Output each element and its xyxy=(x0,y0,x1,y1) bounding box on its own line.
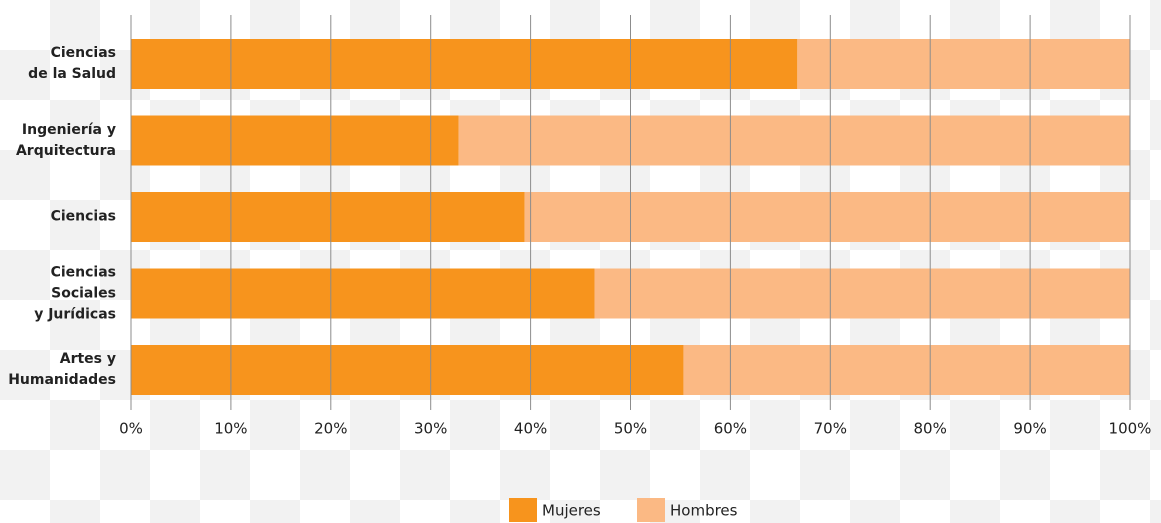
legend-swatch xyxy=(509,498,537,522)
bar xyxy=(131,115,459,166)
legend-label: Hombres xyxy=(670,502,738,520)
x-tick-label: 10% xyxy=(214,420,247,438)
y-tick-label: Ciencias Sociales y Jurídicas xyxy=(34,264,116,322)
y-tick-label: Artes y Humanidades xyxy=(8,351,116,388)
bar xyxy=(131,268,595,319)
bar xyxy=(131,192,525,242)
legend-swatch xyxy=(637,498,665,522)
y-tick-label: Ciencias de la Salud xyxy=(28,45,116,82)
x-tick-label: 60% xyxy=(714,420,747,438)
bar xyxy=(524,192,1130,242)
bar xyxy=(131,345,684,395)
x-tick-label: 80% xyxy=(914,420,947,438)
x-tick-label: 30% xyxy=(414,420,447,438)
x-tick-label: 50% xyxy=(614,420,647,438)
y-tick-label: Ingeniería y Arquitectura xyxy=(15,121,116,159)
bar xyxy=(797,39,1130,89)
bar xyxy=(458,115,1130,166)
x-tick-label: 40% xyxy=(514,420,547,438)
x-tick-label: 100% xyxy=(1109,420,1152,438)
x-tick-label: 0% xyxy=(119,420,143,438)
bar xyxy=(683,345,1130,395)
legend-label: Mujeres xyxy=(542,502,601,520)
y-tick-label: Ciencias xyxy=(50,208,116,225)
bar xyxy=(131,39,798,89)
x-tick-label: 20% xyxy=(314,420,347,438)
x-tick-label: 70% xyxy=(814,420,847,438)
bar xyxy=(594,268,1130,319)
x-tick-label: 90% xyxy=(1013,420,1046,438)
